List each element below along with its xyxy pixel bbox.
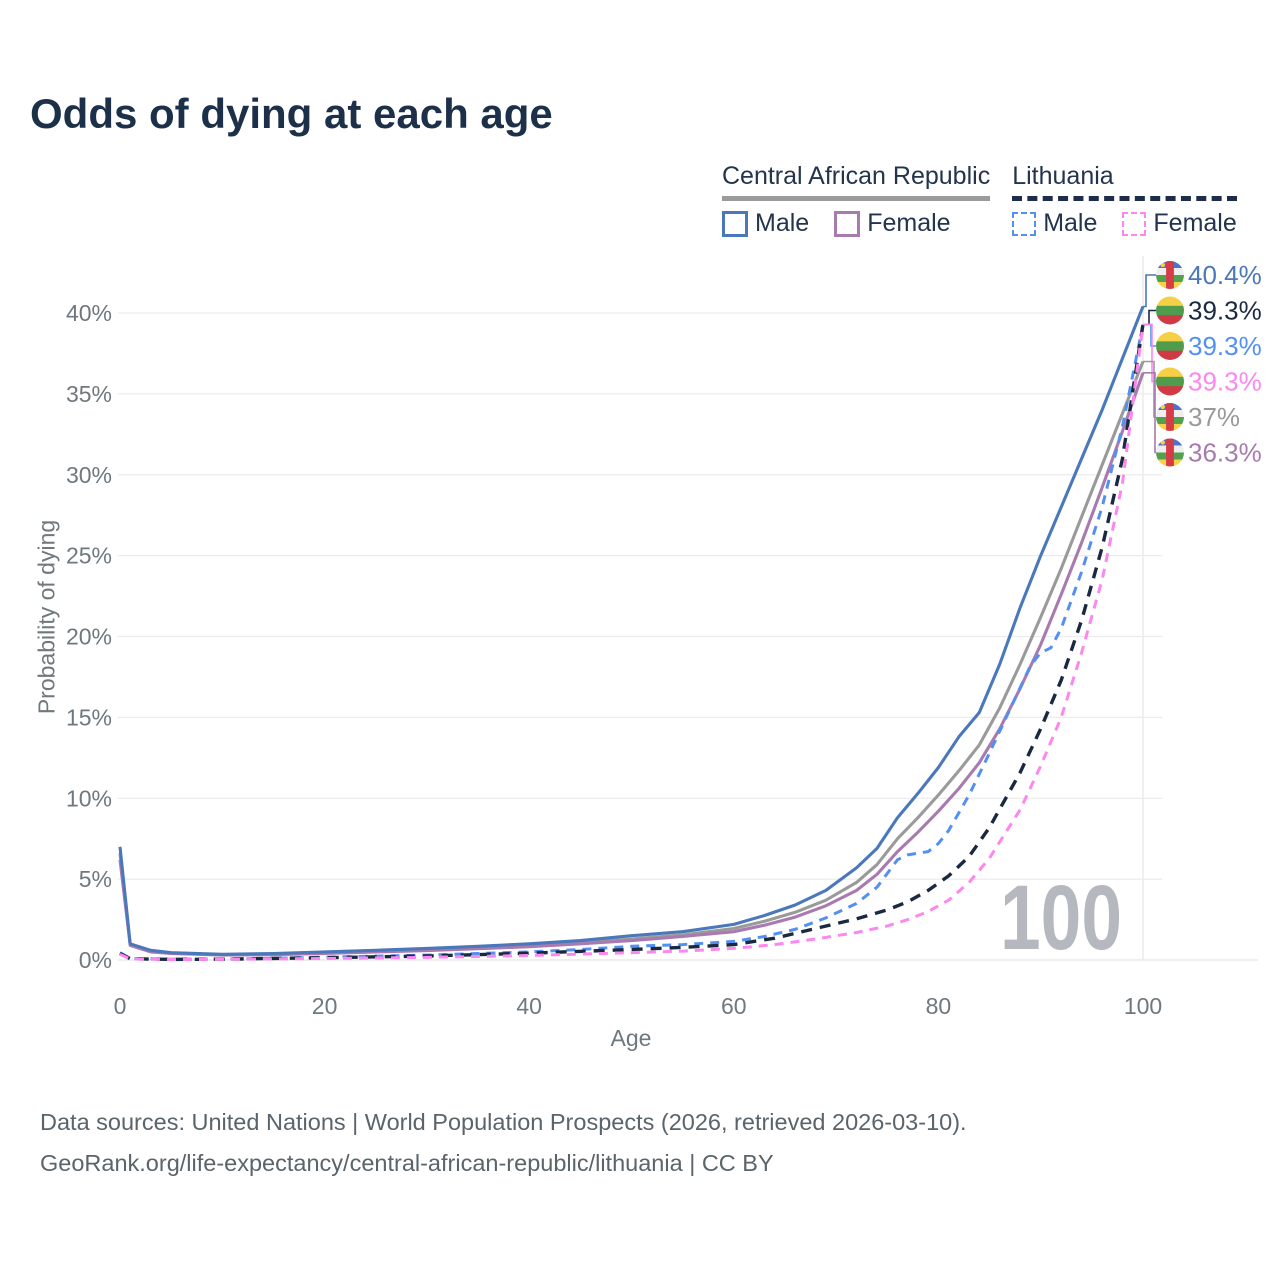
y-tick-label: 0% <box>79 947 112 973</box>
y-tick-label: 20% <box>66 624 112 650</box>
legend-item-label: Male <box>1043 209 1098 237</box>
series-line-central-african-republic-total <box>118 360 1145 957</box>
series-line-lithuania-female <box>119 324 1145 961</box>
lithuania-flag-icon <box>1156 296 1184 325</box>
end-label-connector <box>1143 274 1156 308</box>
chart-series <box>118 305 1145 962</box>
y-tick-label: 10% <box>66 785 112 811</box>
y-tick-label: 30% <box>66 462 112 488</box>
legend-swatch-icon <box>1122 211 1147 236</box>
legend-item-male[interactable]: Male <box>722 209 809 238</box>
x-tick-label: 60 <box>721 993 747 1019</box>
legend-item-label: Female <box>867 209 951 237</box>
footer-attribution: GeoRank.org/life-expectancy/central-afri… <box>40 1150 774 1176</box>
legend: Central African Republic Male Female Lithua… <box>722 162 1237 238</box>
central-african-republic-flag-icon <box>1156 403 1184 431</box>
legend-item-male[interactable]: Male <box>1012 209 1097 238</box>
end-label-value: 36.3% <box>1188 438 1262 468</box>
y-tick-label: 25% <box>66 543 112 569</box>
lithuania-flag-icon <box>1156 332 1184 360</box>
legend-item-female[interactable]: Female <box>1122 209 1237 238</box>
age-marker-watermark: 100 <box>1000 867 1122 969</box>
central-african-republic-flag-icon <box>1156 261 1184 289</box>
end-label-connector <box>1143 360 1156 418</box>
x-tick-label: 0 <box>114 993 127 1019</box>
legend-item-label: Female <box>1153 209 1237 237</box>
legend-swatch-icon <box>722 210 748 237</box>
legend-group-title: Central African Republic <box>722 162 991 190</box>
legend-group-lithuania: Lithuania Male Female <box>1012 162 1237 238</box>
x-axis-title: Age <box>611 1025 652 1051</box>
legend-swatch-icon <box>1012 211 1037 236</box>
legend-style-rule <box>1012 196 1237 201</box>
central-african-republic-flag-icon <box>1156 438 1184 467</box>
x-tick-label: 100 <box>1124 993 1162 1019</box>
legend-group-title: Lithuania <box>1012 162 1114 190</box>
y-tick-label: 40% <box>66 300 112 326</box>
series-line-lithuania-male <box>119 324 1145 961</box>
legend-swatch-icon <box>834 210 861 237</box>
legend-style-rule <box>722 196 991 201</box>
lithuania-flag-icon <box>1156 367 1184 396</box>
series-line-central-african-republic-male <box>118 305 1145 956</box>
end-label-value: 39.3% <box>1188 296 1262 326</box>
x-tick-label: 20 <box>312 993 338 1019</box>
y-tick-label: 15% <box>66 704 112 730</box>
end-label-connector <box>1143 372 1156 454</box>
end-label-value: 39.3% <box>1188 331 1262 361</box>
page-title: Odds of dying at each age <box>30 90 553 137</box>
series-line-lithuania-total <box>119 324 1145 962</box>
end-label-value: 37% <box>1188 402 1240 432</box>
y-tick-label: 35% <box>66 381 112 407</box>
footer: Data sources: United Nations | World Pop… <box>40 1102 967 1184</box>
axis-ticks: 0% 5% 10% 15% 20% 25% 30% 35% 40% 0 20 40 60 80 100 <box>66 300 1162 1019</box>
x-tick-label: 80 <box>926 993 952 1019</box>
series-line-central-african-republic-female <box>118 372 1145 957</box>
end-label-value: 40.4% <box>1188 260 1262 290</box>
end-label-value: 39.3% <box>1188 367 1262 397</box>
x-tick-label: 40 <box>516 993 542 1019</box>
end-label-connector <box>1143 323 1156 347</box>
legend-item-label: Male <box>755 209 810 237</box>
end-labels: 40.4% 39.3% 39.3% 39.3% 37% 36.3% <box>1143 260 1262 468</box>
legend-item-female[interactable]: Female <box>834 209 951 238</box>
y-tick-label: 5% <box>79 866 112 892</box>
legend-group-central-african-republic: Central African Republic Male Female <box>722 162 991 238</box>
footer-data-sources: Data sources: United Nations | World Pop… <box>40 1109 967 1135</box>
gridlines <box>118 256 1258 961</box>
